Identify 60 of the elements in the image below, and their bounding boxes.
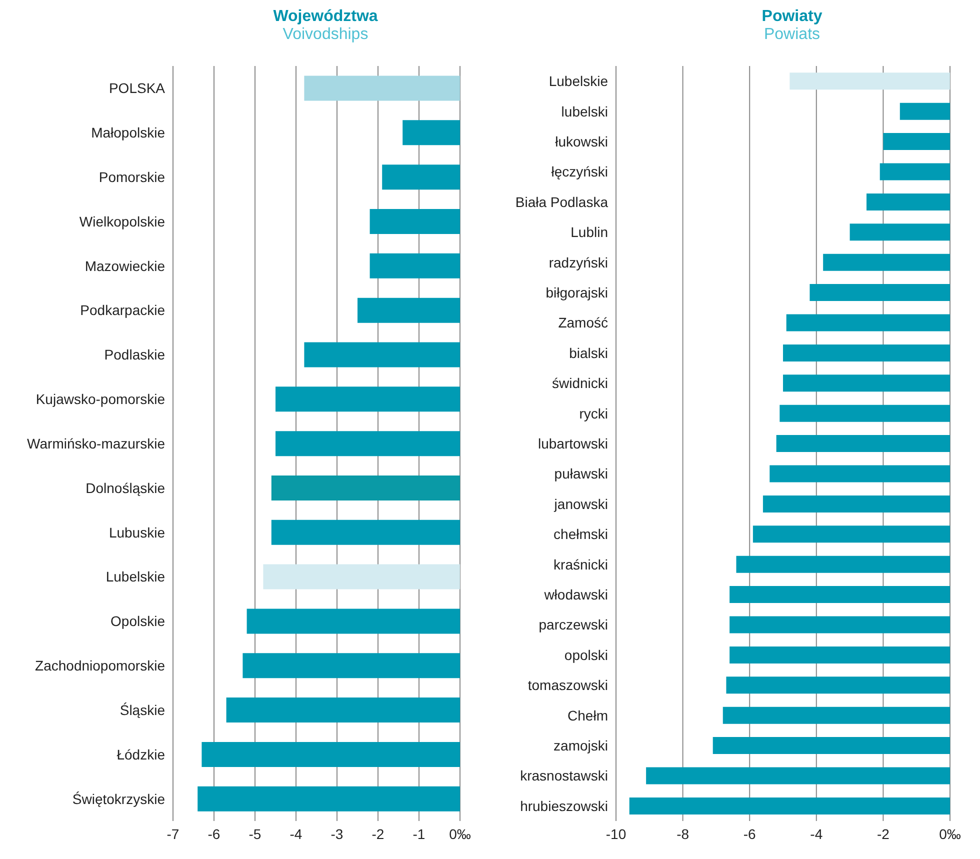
y-tick-label: hrubieszowski xyxy=(520,798,608,814)
chart-title: Powiaty xyxy=(760,8,824,26)
y-tick-label: parczewski xyxy=(538,616,608,633)
y-tick-label: łukowski xyxy=(555,133,608,150)
x-tick-label: -8 xyxy=(676,826,690,842)
chart-subtitle: Voivodships xyxy=(282,26,370,44)
y-tick-label: Zamość xyxy=(558,314,608,331)
y-tick-label: Biała Podlaska xyxy=(515,194,608,210)
y-tick-label: Opolskie xyxy=(110,613,166,630)
x-tick-label: 0‰ xyxy=(939,826,961,842)
y-tick-label: świdnicki xyxy=(552,375,608,392)
y-tick-label: POLSKA xyxy=(108,80,166,96)
x-tick-label: 0‰ xyxy=(449,826,471,842)
y-tick-label: Lubuskie xyxy=(108,524,166,540)
x-tick-label: -10 xyxy=(606,826,626,842)
x-tick-label: -3 xyxy=(330,826,344,842)
chart-subtitle: Powiats xyxy=(762,26,822,44)
x-tick-label: -5 xyxy=(248,826,262,842)
y-tick-label: Podkarpackie xyxy=(80,302,166,318)
y-tick-label: Pomorskie xyxy=(98,169,166,185)
y-tick-label: Wielkopolskie xyxy=(79,213,166,230)
y-tick-label: kraśnicki xyxy=(554,556,608,572)
y-tick-label: tomaszowski xyxy=(528,677,608,694)
x-tick-label: -7 xyxy=(166,826,180,842)
y-tick-label: Lubelskie xyxy=(106,568,166,585)
x-tick-label: -2 xyxy=(372,826,384,842)
y-tick-label: radzyński xyxy=(548,254,608,270)
y-tick-label: krasnostawski xyxy=(520,768,608,784)
x-tick-label: -4 xyxy=(810,826,823,842)
y-tick-label: bialski xyxy=(569,344,608,361)
y-tick-label: Dolnośląskie xyxy=(86,480,166,496)
x-tick-label: -4 xyxy=(290,826,302,842)
y-tick-label: Warmińsko-mazurskie xyxy=(27,435,166,452)
y-tick-label: Lublin xyxy=(570,224,608,240)
y-tick-label: Kujawsko-pomorskie xyxy=(36,391,166,408)
y-tick-label: Podlaskie xyxy=(104,346,166,363)
x-tick-label: -6 xyxy=(743,826,756,842)
y-tick-label: Łódzkie xyxy=(116,746,166,762)
y-tick-label: Świętokrzyskie xyxy=(72,790,166,807)
y-tick-label: chełmski xyxy=(554,526,608,542)
x-tick-label: -2 xyxy=(876,826,890,842)
y-tick-label: Mazowieckie xyxy=(84,258,166,274)
y-tick-label: Lubelskie xyxy=(548,73,608,90)
x-tick-label: -1 xyxy=(412,826,426,842)
y-tick-label: rycki xyxy=(579,405,608,422)
chart-title: Województwa xyxy=(272,8,379,26)
y-tick-label: puławski xyxy=(554,466,608,482)
y-tick-label: biłgorajski xyxy=(546,284,608,300)
x-tick-label: -6 xyxy=(208,826,220,842)
y-tick-label: łęczyński xyxy=(551,164,608,180)
y-tick-label: janowski xyxy=(553,496,608,512)
y-tick-label: lubartowski xyxy=(538,435,608,452)
y-tick-label: Małopolskie xyxy=(91,124,166,141)
y-tick-label: Chełm xyxy=(568,707,608,724)
y-tick-label: Zachodniopomorskie xyxy=(35,658,166,674)
y-tick-label: włodawski xyxy=(543,586,608,602)
y-tick-label: Śląskie xyxy=(120,702,166,718)
y-tick-label: zamojski xyxy=(554,737,608,754)
y-tick-label: opolski xyxy=(564,646,608,663)
y-tick-label: lubelski xyxy=(561,103,608,120)
